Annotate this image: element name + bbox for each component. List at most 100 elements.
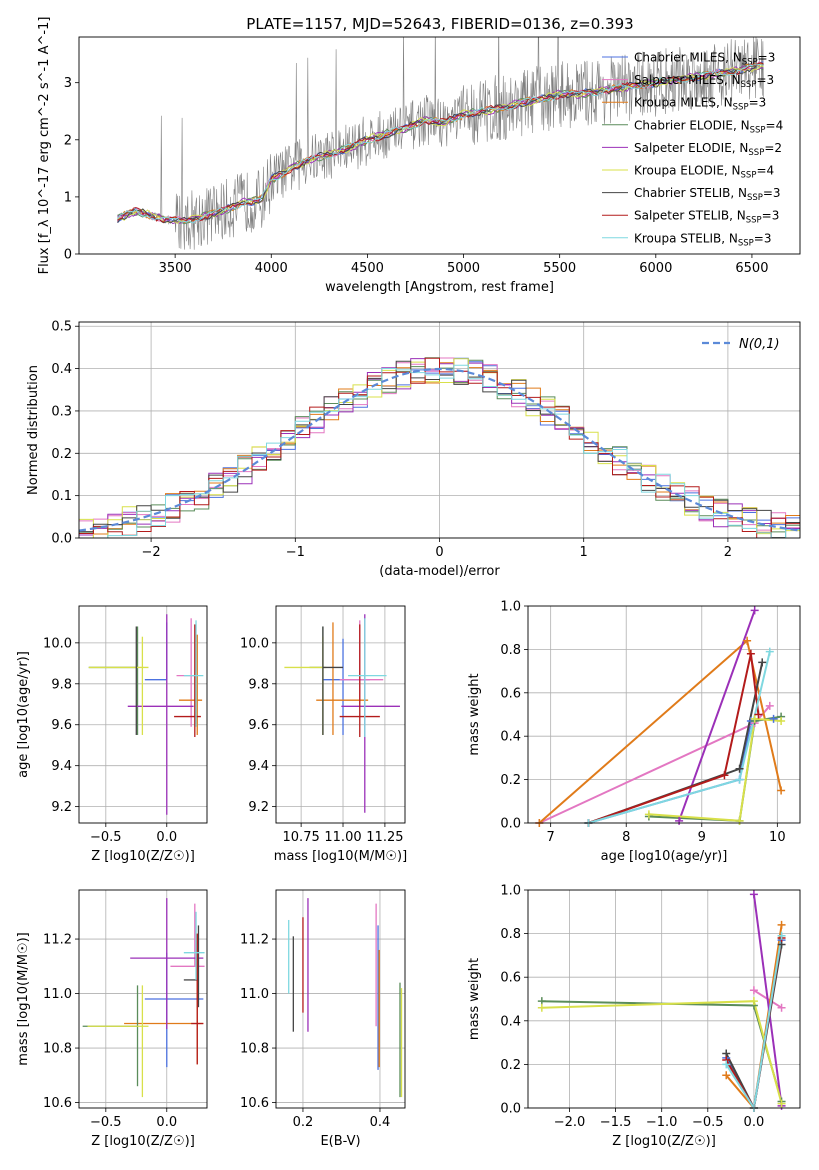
mass-weight-marker xyxy=(743,636,752,645)
x-tick-label: 4500 xyxy=(351,261,384,276)
y-axis-label: mass weight xyxy=(467,958,482,1040)
y-tick-label: 9.2 xyxy=(51,800,72,815)
plot-area-mass-vs-EBV xyxy=(276,890,405,1108)
y-tick-label: 0.8 xyxy=(500,927,521,942)
y-tick-label: 0.2 xyxy=(500,1058,521,1073)
x-axis-label: Z [log10(Z/Z☉)] xyxy=(612,1134,716,1149)
x-tick-label: 3500 xyxy=(159,261,192,276)
y-tick-label: 0.4 xyxy=(500,1014,521,1029)
x-tick-label: −0.5 xyxy=(90,1115,122,1130)
plot-area-mass-weight-vs-Z xyxy=(528,890,800,1108)
y-tick-label: 10.6 xyxy=(240,1096,269,1111)
y-tick-label: 0.8 xyxy=(500,643,521,658)
y-tick-label: 0.4 xyxy=(51,362,72,377)
x-tick-label: 0.2 xyxy=(293,1115,314,1130)
x-tick-label: 0.0 xyxy=(156,1115,177,1130)
mass-weight-marker xyxy=(750,606,759,615)
y-tick-label: 1.0 xyxy=(500,600,521,615)
x-tick-label: 0.0 xyxy=(156,830,177,845)
y-tick-label: 10.0 xyxy=(43,636,72,651)
legend-label: Chabrier MILES, NSSP=3 xyxy=(634,51,775,68)
mass-weight-marker xyxy=(758,658,767,667)
y-tick-label: 11.0 xyxy=(43,987,72,1002)
y-tick-label: 11.0 xyxy=(240,987,269,1002)
mass-weight-line xyxy=(588,717,774,823)
plot-area-residuals xyxy=(79,322,800,538)
plot-area-spectrum xyxy=(117,37,764,250)
x-tick-label: 6000 xyxy=(639,261,672,276)
y-tick-label: 0.0 xyxy=(500,1102,521,1117)
y-tick-label: 10.8 xyxy=(240,1042,269,1057)
y-tick-label: 9.4 xyxy=(51,759,72,774)
mass-weight-marker xyxy=(735,775,744,784)
mass-weight-line xyxy=(588,653,760,823)
x-tick-label: 11.25 xyxy=(366,830,403,845)
legend-label: Salpeter STELIB, NSSP=3 xyxy=(634,209,779,226)
spectrum-model-line xyxy=(117,62,764,224)
mass-weight-marker xyxy=(735,764,744,773)
x-tick-label: 0.0 xyxy=(744,1115,765,1130)
y-tick-label: 0.2 xyxy=(51,447,72,462)
x-tick-label: 5500 xyxy=(543,261,576,276)
panel-mass-weight-vs-Z: −2.0 −1.5 −1.0 −0.5 0.0 0.0 0.2 0.4 0.6 0.8 1.0 Z [… xyxy=(467,884,801,1149)
y-axis-label: age [log10(age/yr)] xyxy=(16,651,31,778)
x-tick-label: 6500 xyxy=(735,261,768,276)
axes-frame xyxy=(275,889,406,1109)
x-tick-label: 1 xyxy=(580,545,588,560)
y-tick-label: 0.4 xyxy=(500,730,521,745)
mass-weight-line xyxy=(538,638,783,823)
y-tick-label: 2 xyxy=(64,133,72,148)
x-axis-label: E(B-V) xyxy=(320,1134,360,1149)
y-tick-label: 1.0 xyxy=(500,884,521,899)
mass-weight-marker xyxy=(749,986,758,995)
mass-weight-line xyxy=(648,715,782,822)
mass-weight-marker xyxy=(722,1060,731,1069)
x-tick-label: 0.4 xyxy=(370,1115,391,1130)
legend-label: Chabrier ELODIE, NSSP=4 xyxy=(634,118,783,135)
panel-mass-vs-EBV: 0.2 0.4 10.6 10.8 11.0 11.2 E(B-V) xyxy=(240,889,406,1149)
y-tick-label: 9.6 xyxy=(248,718,269,733)
spectrum-model-line xyxy=(117,65,764,225)
y-tick-label: 9.6 xyxy=(51,718,72,733)
axes-frame xyxy=(78,36,801,255)
plot-area-age-vs-Z xyxy=(79,606,207,823)
axes-frame xyxy=(78,605,208,824)
y-tick-label: 3 xyxy=(64,76,72,91)
x-tick-label: 2 xyxy=(724,545,732,560)
mass-weight-marker xyxy=(746,649,755,658)
y-axis-label: mass [log10(M/M☉)] xyxy=(16,932,31,1065)
panel-residuals: −2 −1 0 1 2 0.0 0.1 0.2 0.3 0.4 0.5 (data-model)/er… xyxy=(26,320,801,579)
x-tick-label: −1 xyxy=(286,545,305,560)
mass-weight-marker xyxy=(777,1003,786,1012)
x-tick-label: 10.75 xyxy=(283,830,320,845)
mass-weight-marker xyxy=(750,714,759,723)
histogram-step xyxy=(79,364,800,538)
panel-age-vs-Z: −0.5 0.0 9.2 9.4 9.6 9.8 10.0 Z [log10(Z/Z☉)] ag… xyxy=(16,605,208,864)
y-axis-label: Flux [f_λ 10^-17 erg cm^-2 s^-1 A^-1] xyxy=(37,17,52,275)
legend-label: Salpeter MILES, NSSP=3 xyxy=(634,73,774,90)
axes-frame xyxy=(527,605,801,824)
legend-label: Chabrier STELIB, NSSP=3 xyxy=(634,186,781,203)
mass-weight-marker xyxy=(644,810,653,819)
mass-weight-line xyxy=(725,935,783,1108)
mass-weight-marker xyxy=(777,717,786,726)
gaussian-reference-curve xyxy=(79,367,800,532)
y-axis-label: mass weight xyxy=(467,673,482,755)
y-tick-label: 9.4 xyxy=(248,759,269,774)
x-tick-label: −2 xyxy=(142,545,161,560)
y-tick-label: 1 xyxy=(64,190,72,205)
y-tick-label: 0.0 xyxy=(51,532,72,547)
mass-weight-marker xyxy=(735,816,744,825)
x-axis-label: (data-model)/error xyxy=(379,564,500,579)
y-tick-label: 0.6 xyxy=(500,686,521,701)
y-tick-label: 0.3 xyxy=(51,404,72,419)
x-axis-label: age [log10(age/yr)] xyxy=(601,849,728,864)
y-tick-label: 10.8 xyxy=(43,1042,72,1057)
legend-label: N(0,1) xyxy=(739,337,780,352)
x-tick-label: −1.5 xyxy=(600,1115,632,1130)
mass-weight-marker xyxy=(749,890,758,899)
plot-area-age-vs-mass xyxy=(276,606,405,823)
mass-weight-marker xyxy=(765,647,774,656)
x-tick-label: −1.0 xyxy=(646,1115,678,1130)
